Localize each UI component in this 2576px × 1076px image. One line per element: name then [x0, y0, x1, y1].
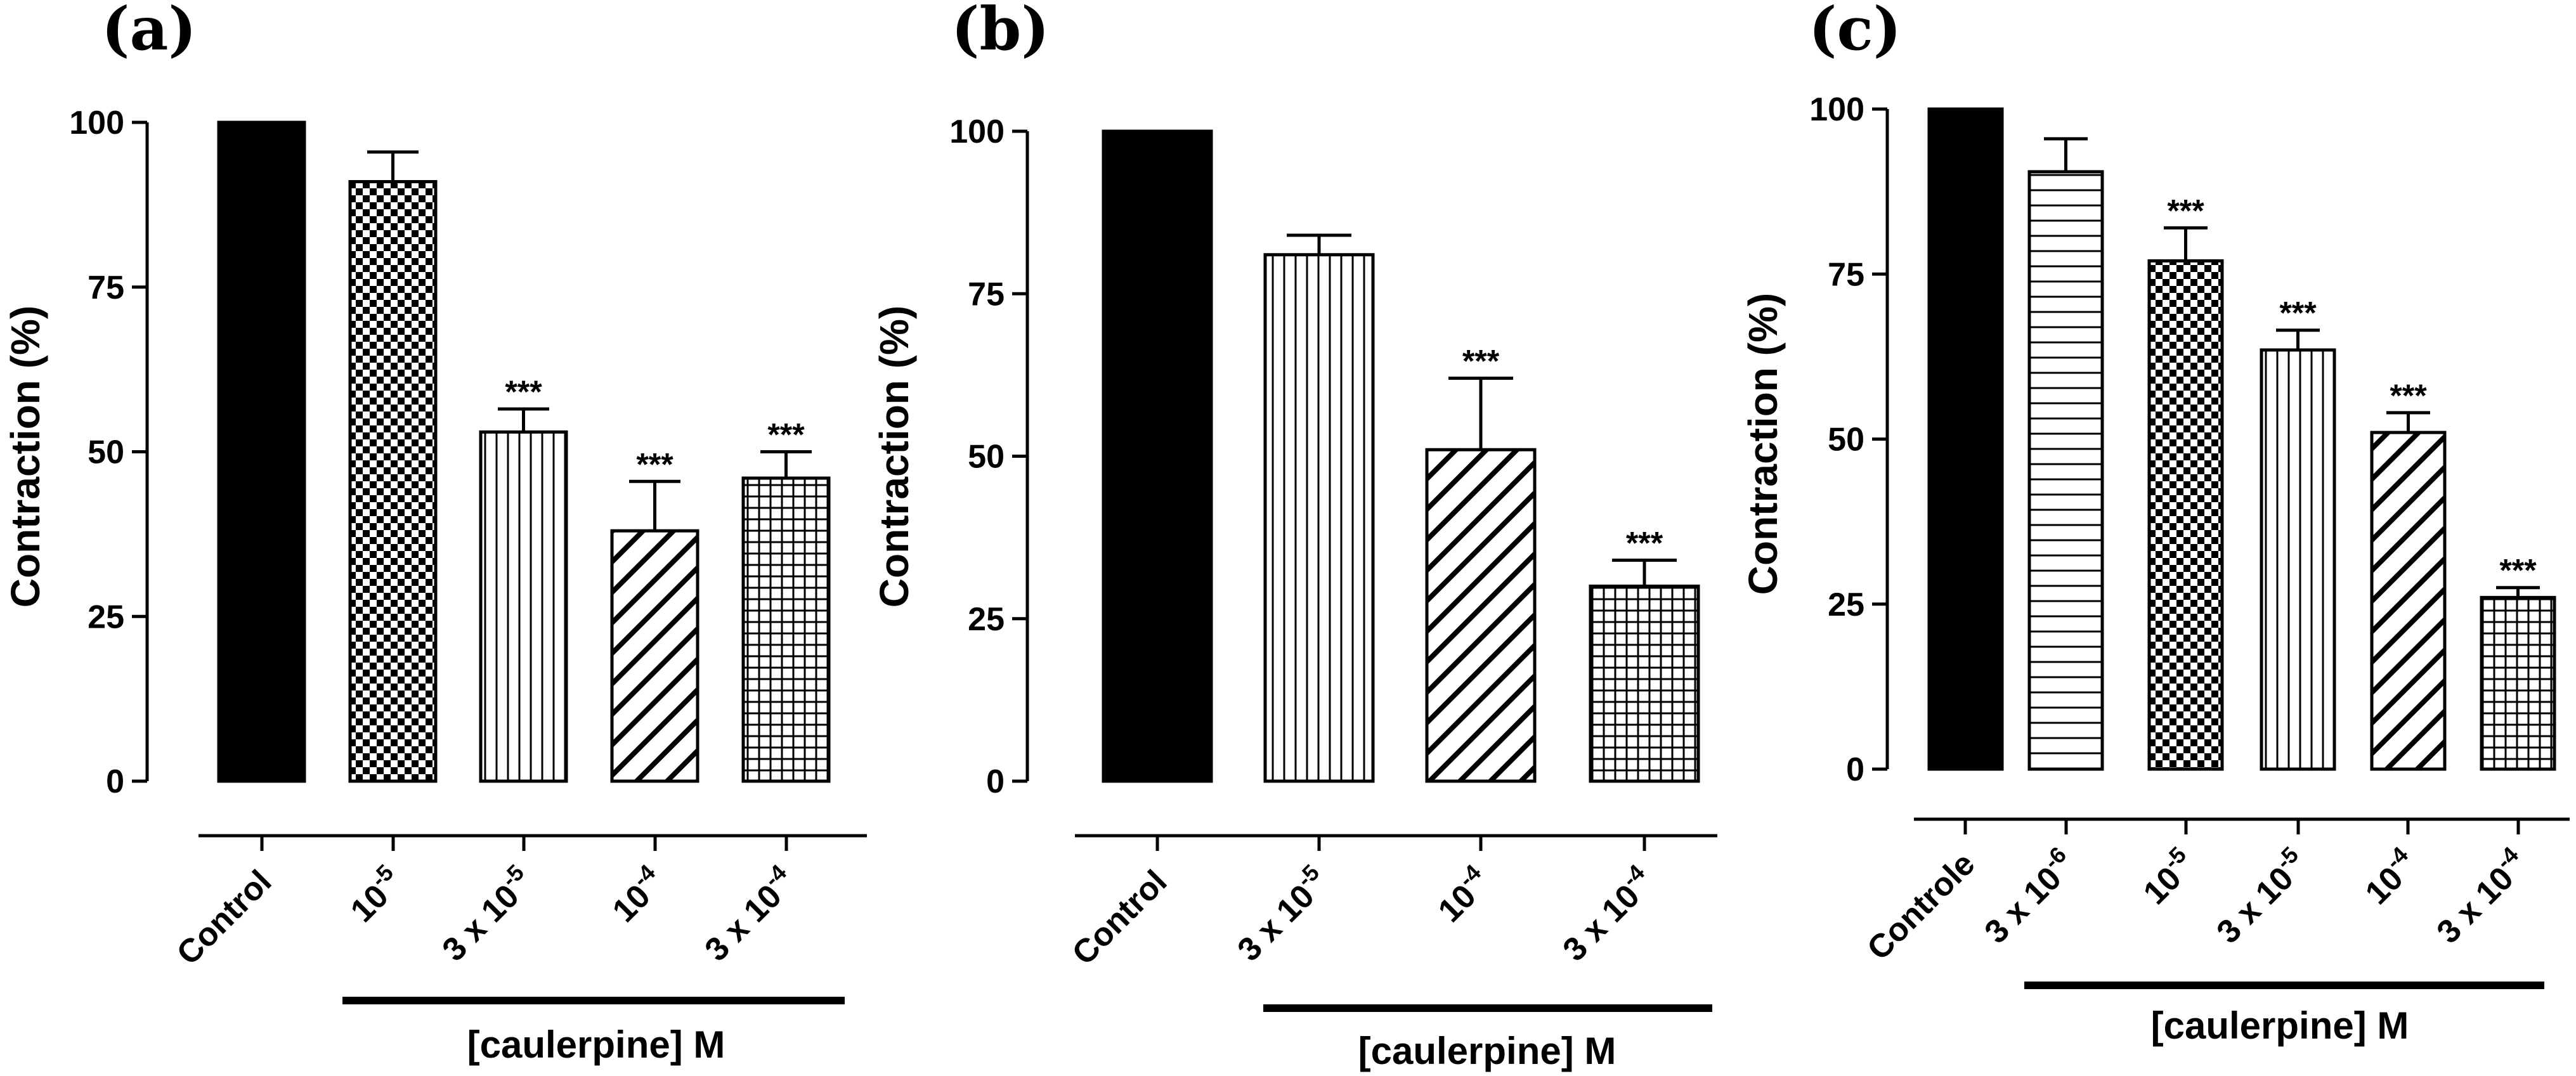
panel-c-bar: [2027, 170, 2104, 771]
panel-b-bar: [1589, 585, 1700, 783]
panel-c: (c) Contraction (%) [caulerpine] M 0 25 50…: [1740, 0, 2570, 1047]
panel-c-bar: [2370, 431, 2447, 771]
panel-c-significance: ***: [2167, 193, 2204, 228]
panel-a-category-label: 10-5: [340, 859, 410, 930]
panel-a-bar: [741, 476, 831, 783]
panel-c-significance: ***: [2499, 553, 2537, 588]
panel-b-category-label: 10-4: [1428, 859, 1498, 930]
panel-c-ytick-label: 50: [1828, 422, 1864, 458]
panel-b-letter: (b): [951, 0, 1050, 64]
panel-c-category-label: Controle: [1860, 845, 1982, 967]
panel-a-significance: ***: [767, 417, 805, 453]
panel-c-bar: [2260, 348, 2336, 771]
panel-a: (a) Contraction (%) [caulerpine] M 0 25 50…: [3, 0, 867, 1066]
panel-a-significance: ***: [505, 374, 542, 410]
panel-b-ytick-label: 100: [949, 113, 1005, 150]
panel-c-ytick-label: 75: [1828, 256, 1864, 293]
panel-c-significance: ***: [2390, 378, 2427, 413]
panel-b-category-label: 3 x 10-5: [1226, 859, 1336, 968]
panel-b-bar: [1425, 448, 1537, 783]
panel-c-letter: (c): [1809, 0, 1901, 64]
panel-b-ytick-label: 25: [968, 601, 1005, 638]
panel-b-category-label: Control: [1065, 863, 1174, 972]
panel-c-category-label: 3 x 10-6: [1974, 841, 2083, 950]
panel-c-bar: [2147, 259, 2224, 771]
panel-b-significance: ***: [1462, 344, 1500, 379]
panel-c-group-label: [caulerpine] M: [2151, 1004, 2409, 1047]
panel-c-category-label: 3 x 10-4: [2426, 841, 2535, 950]
panel-a-bar: [479, 430, 568, 783]
panel-a-ytick-label: 75: [88, 269, 124, 306]
panel-a-category-label: 3 x 10-4: [694, 859, 803, 968]
panel-a-ylabel: Contraction (%): [3, 306, 48, 607]
panel-c-category-label: 10-4: [2355, 841, 2425, 912]
panel-c-category-label: 10-5: [2133, 841, 2203, 912]
panel-c-category-label: 3 x 10-5: [2206, 841, 2315, 950]
panel-c-bar: [1927, 107, 2004, 771]
panel-a-significance: ***: [636, 446, 673, 482]
panel-a-ytick-label: 25: [88, 599, 124, 635]
panel-a-category-label: Control: [170, 863, 279, 972]
panel-c-ylabel: Contraction (%): [1740, 293, 1786, 595]
panel-b-bar: [1102, 129, 1213, 783]
panel-b-ytick-label: 0: [986, 763, 1005, 800]
panel-a-ytick-label: 100: [69, 105, 124, 141]
panel-a-letter: (a): [101, 0, 197, 64]
panel-b-group-label: [caulerpine] M: [1358, 1030, 1617, 1072]
panel-a-bar: [217, 120, 306, 783]
panel-c-ytick-label: 25: [1828, 587, 1864, 623]
panel-b: (b) Contraction (%) [caulerpine] M 0 25 50…: [871, 0, 1717, 1072]
panel-c-significance: ***: [2279, 295, 2317, 331]
panel-a-bar: [348, 180, 438, 783]
panel-b-ylabel: Contraction (%): [871, 306, 917, 607]
panel-c-bar: [2480, 595, 2556, 771]
panel-a-bar: [610, 529, 699, 783]
panel-b-significance: ***: [1626, 526, 1663, 561]
panel-c-ytick-label: 0: [1846, 751, 1864, 788]
panel-b-bar: [1263, 253, 1375, 783]
panel-b-ytick-label: 50: [968, 439, 1005, 476]
panel-a-group-label: [caulerpine] M: [467, 1023, 725, 1066]
panel-a-ytick-label: 0: [106, 763, 124, 800]
panel-b-ytick-label: 75: [968, 276, 1005, 313]
panel-a-category-label: 10-4: [602, 859, 672, 930]
panel-b-category-label: 3 x 10-4: [1552, 859, 1661, 968]
panel-c-ytick-label: 100: [1809, 91, 1864, 128]
panel-a-ytick-label: 50: [88, 434, 124, 471]
panel-a-category-label: 3 x 10-5: [431, 859, 540, 968]
